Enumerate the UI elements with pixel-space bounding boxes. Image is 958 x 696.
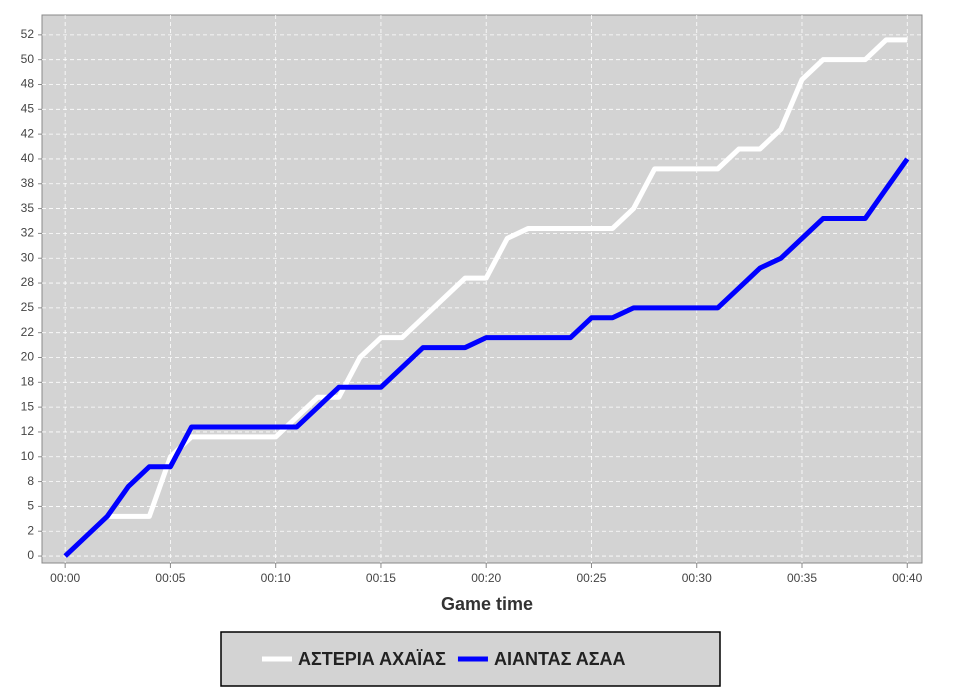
y-tick-label: 10 <box>21 449 35 463</box>
legend-label: ΑΙΑΝΤΑΣ ΑΣΑΑ <box>494 649 626 669</box>
y-tick-label: 35 <box>21 201 35 215</box>
y-tick-label: 40 <box>21 151 35 165</box>
x-axis-label: Game time <box>441 594 533 614</box>
x-tick-label: 00:15 <box>366 571 396 585</box>
y-tick-label: 38 <box>21 176 35 190</box>
y-tick-label: 30 <box>21 250 35 264</box>
x-tick-label: 00:20 <box>471 571 501 585</box>
y-tick-label: 2 <box>27 523 34 537</box>
y-tick-label: 20 <box>21 350 35 364</box>
series-line <box>63 37 908 558</box>
y-tick-label: 50 <box>21 52 35 66</box>
y-tick-label: 42 <box>21 126 35 140</box>
y-tick-label: 18 <box>21 374 35 388</box>
x-tick-label: 00:10 <box>261 571 291 585</box>
x-tick-label: 00:05 <box>155 571 185 585</box>
y-tick-label: 22 <box>21 325 35 339</box>
legend-label: ΑΣΤΕΡΙΑ ΑΧΑΪΑΣ <box>298 649 446 669</box>
x-tick-label: 00:00 <box>50 571 80 585</box>
y-tick-label: 0 <box>27 548 34 562</box>
y-tick-label: 28 <box>21 275 35 289</box>
x-tick-label: 00:30 <box>682 571 712 585</box>
x-tick-label: 00:35 <box>787 571 817 585</box>
y-tick-label: 15 <box>21 399 35 413</box>
y-tick-label: 32 <box>21 226 35 240</box>
series-line <box>63 157 910 558</box>
y-tick-label: 12 <box>21 424 35 438</box>
y-tick-label: 52 <box>21 27 35 41</box>
y-tick-label: 8 <box>27 474 34 488</box>
y-tick-label: 5 <box>27 499 34 513</box>
y-tick-label: 45 <box>21 101 35 115</box>
x-tick-label: 00:25 <box>576 571 606 585</box>
plot-area <box>41 14 923 564</box>
x-tick-label: 00:40 <box>892 571 922 585</box>
y-tick-label: 48 <box>21 77 35 91</box>
y-tick-label: 25 <box>21 300 35 314</box>
